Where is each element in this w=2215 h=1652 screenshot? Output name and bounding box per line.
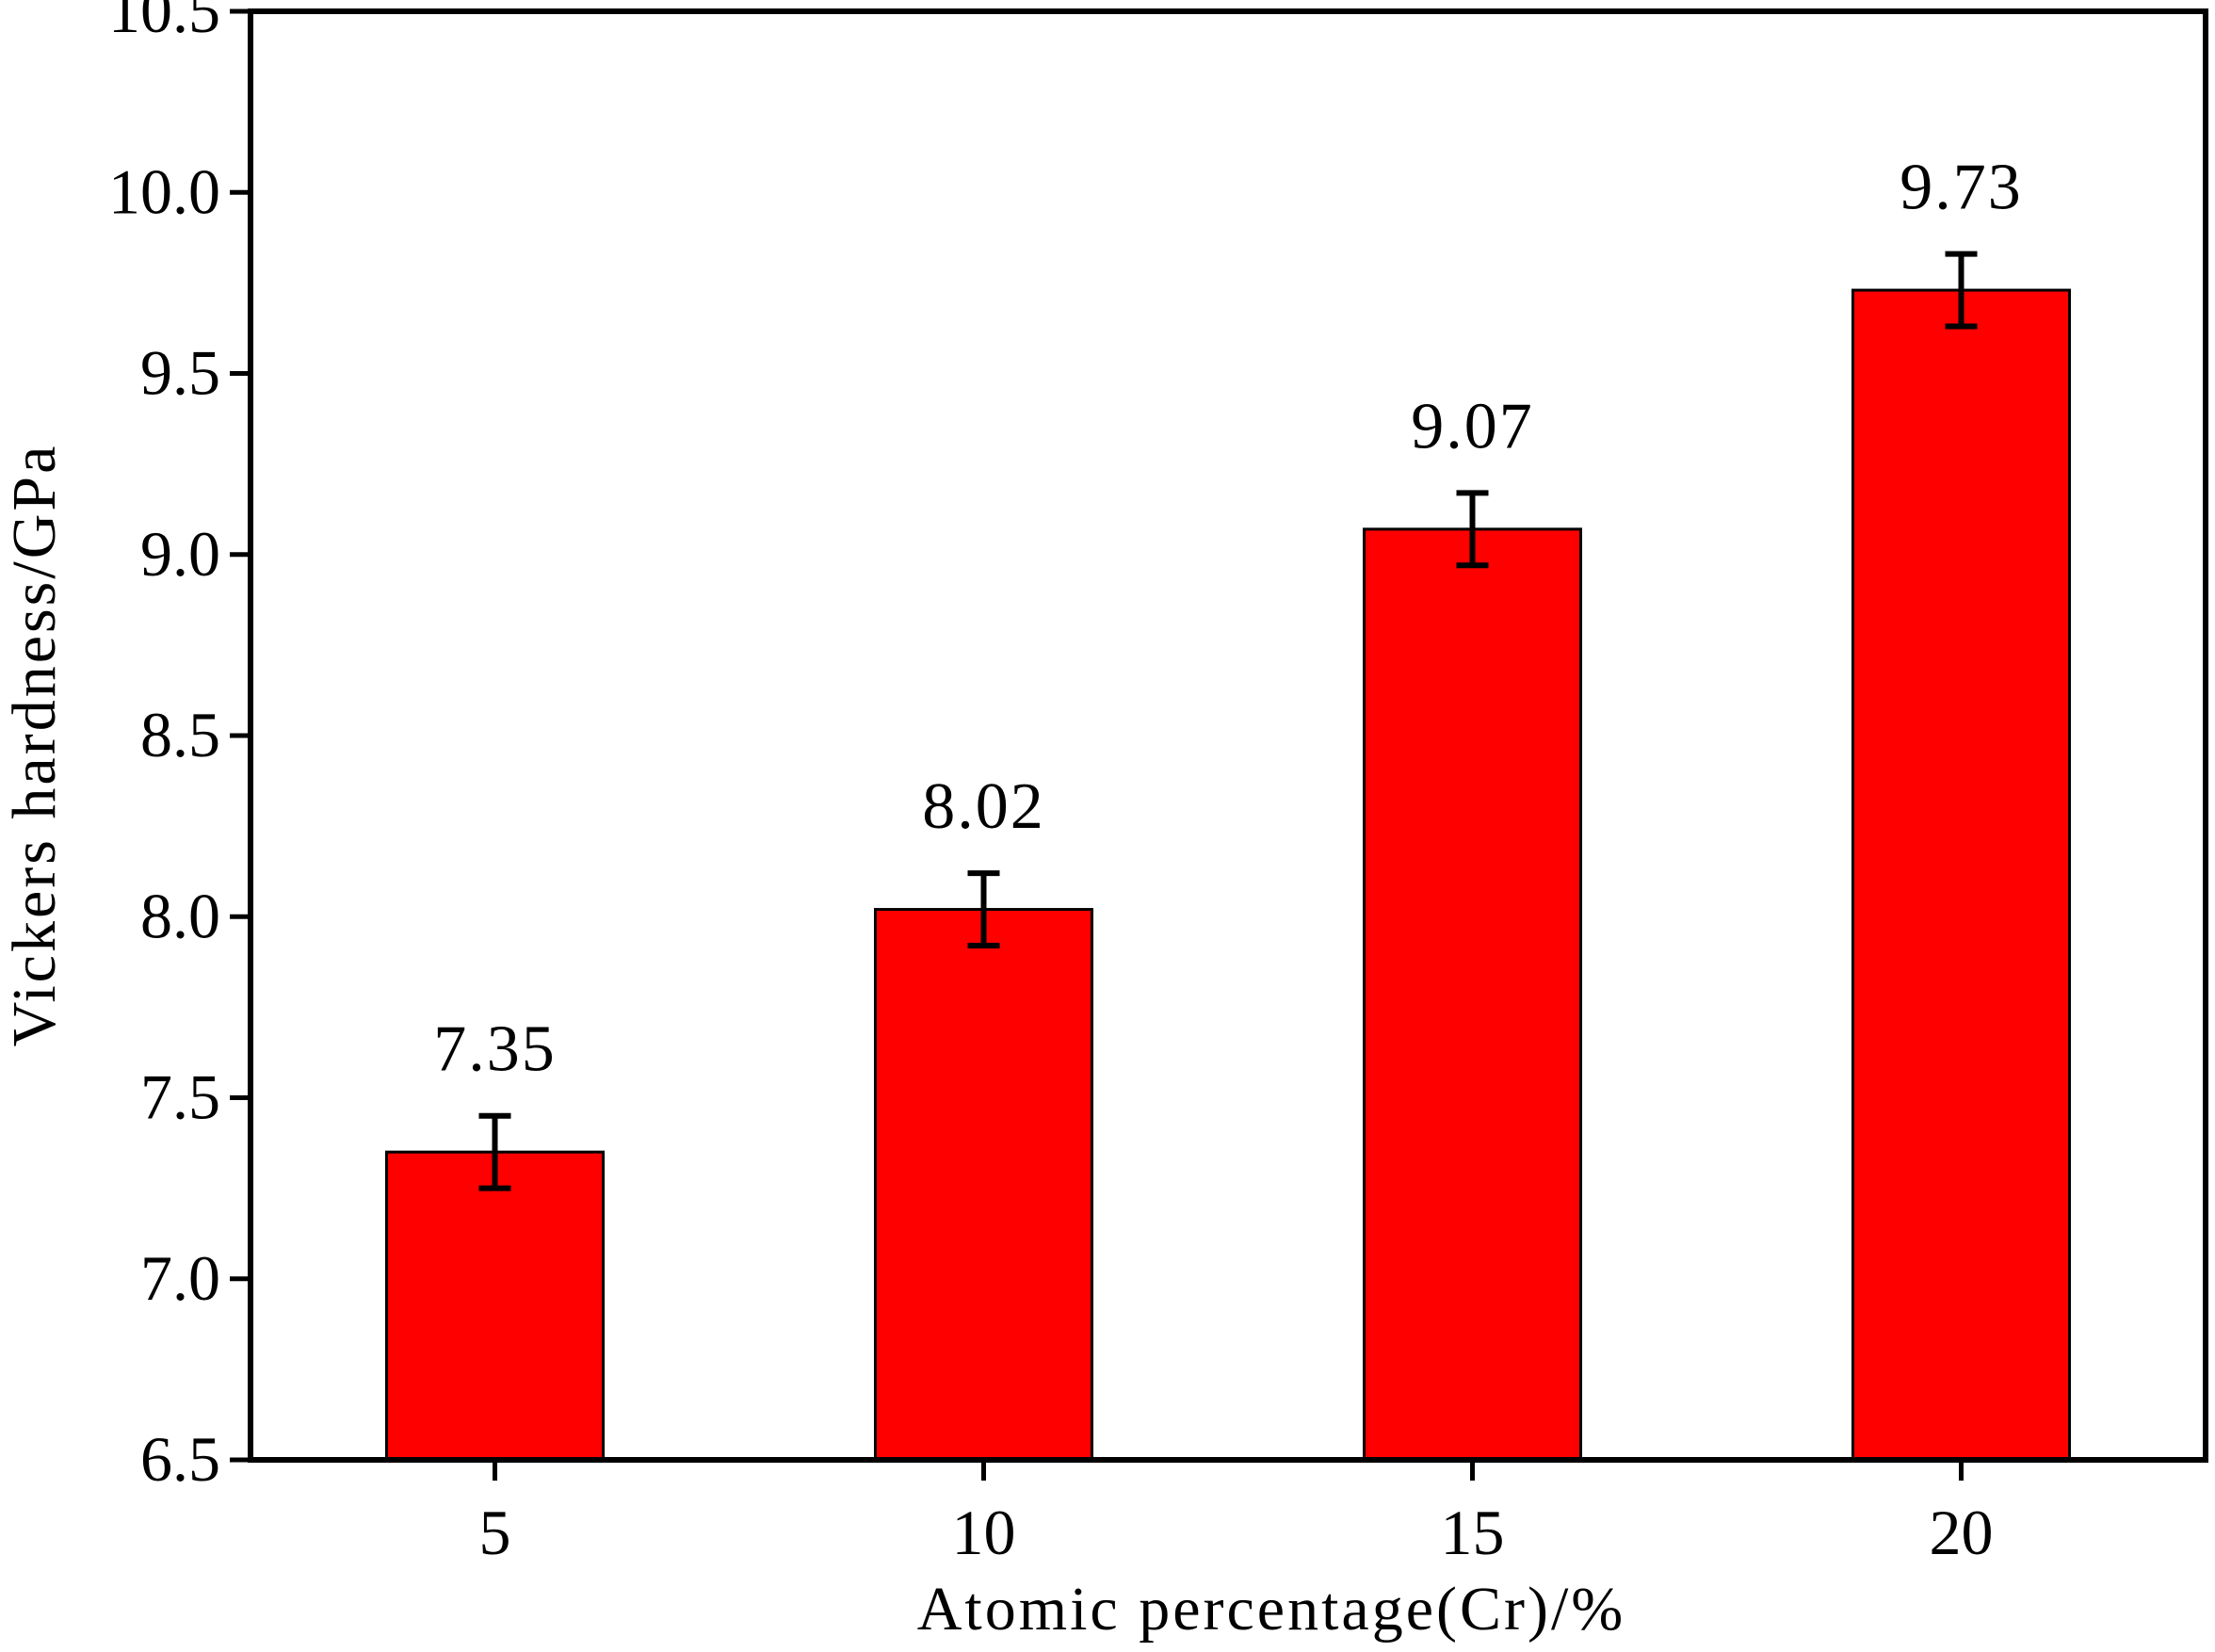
error-bar xyxy=(967,870,1000,949)
y-tick-label: 8.0 xyxy=(140,880,220,951)
plot-frame xyxy=(248,8,2208,1463)
data-label: 8.02 xyxy=(922,770,1045,843)
x-tick-label: 20 xyxy=(1930,1497,1994,1568)
y-tick-label: 8.5 xyxy=(140,699,220,770)
bars xyxy=(385,288,2071,1462)
data-label: 9.07 xyxy=(1411,390,1534,462)
bar xyxy=(874,908,1093,1462)
x-axis-ticks: 5 10 15 20 xyxy=(479,1460,1994,1568)
data-labels: 7.35 8.02 9.07 9.73 xyxy=(433,152,2023,1086)
y-tick-label: 7.0 xyxy=(140,1242,220,1314)
x-tick-label: 10 xyxy=(952,1497,1016,1568)
y-tick-label: 10.0 xyxy=(108,155,220,227)
data-label: 9.73 xyxy=(1900,152,2023,224)
y-tick-label: 9.5 xyxy=(140,337,220,409)
x-tick-label: 5 xyxy=(479,1497,511,1568)
bar xyxy=(1363,527,1582,1462)
x-tick-label: 15 xyxy=(1441,1497,1505,1568)
data-label: 7.35 xyxy=(433,1013,557,1086)
error-bar xyxy=(478,1112,511,1191)
x-axis-title: Atomic percentage(Cr)/% xyxy=(917,1575,1626,1644)
bar xyxy=(385,1150,605,1462)
y-tick-label: 10.5 xyxy=(108,0,220,46)
y-tick-label: 6.5 xyxy=(140,1423,220,1495)
error-bar xyxy=(1456,490,1489,569)
y-tick-label: 7.5 xyxy=(140,1061,220,1133)
y-axis-title: Vickers hardness/GPa xyxy=(0,444,69,1047)
error-bars xyxy=(478,251,1978,1191)
y-tick-label: 9.0 xyxy=(140,518,220,590)
bar xyxy=(1851,288,2071,1462)
y-axis-ticks: 6.5 7.0 7.5 8.0 8.5 9.0 9.5 10.0 10.5 xyxy=(108,0,251,1495)
error-bar xyxy=(1945,251,1978,330)
